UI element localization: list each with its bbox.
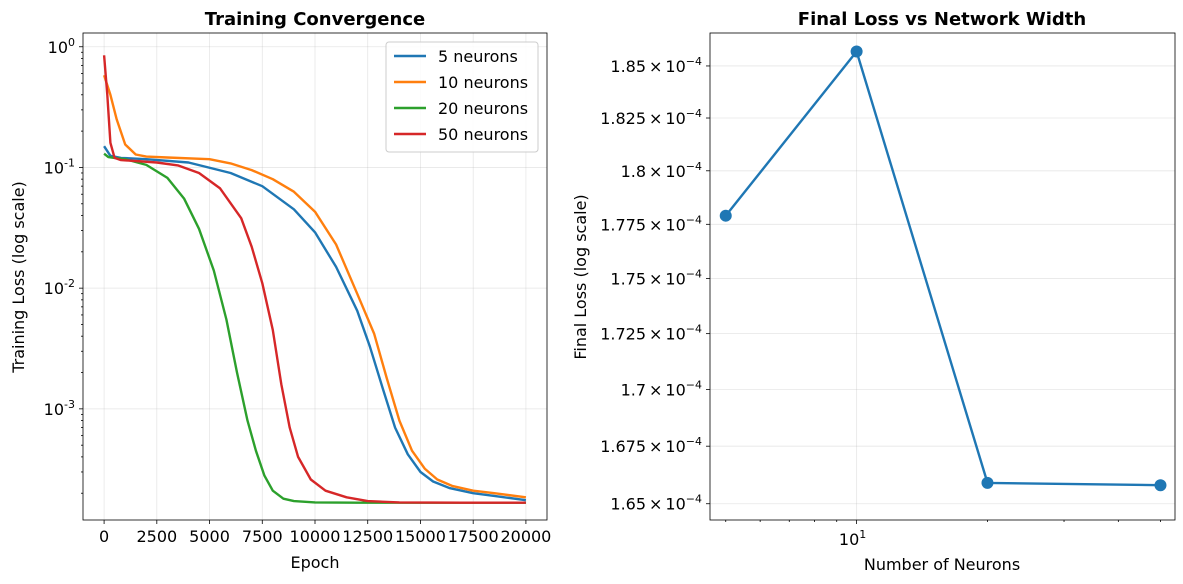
data-point — [719, 209, 732, 222]
legend: 5 neurons 10 neurons 20 neurons 50 neurons — [385, 41, 539, 153]
tick-times: × — [649, 109, 662, 128]
right-y-tick-label: 1.65 × 10−4 — [610, 493, 702, 514]
tick-exponent: -1 — [64, 156, 75, 169]
tick-exponent: −4 — [686, 268, 702, 281]
left-y-tick-label: 10-3 — [44, 398, 75, 419]
left-y-tick-label: 100 — [48, 36, 75, 57]
tick-exponent: −4 — [686, 55, 702, 68]
tick-exponent: −4 — [686, 213, 702, 226]
left-chart-title: Training Convergence — [205, 9, 425, 30]
tick-mantissa: 1.7 — [621, 381, 646, 400]
right-y-tick-label: 1.825 × 10−4 — [600, 107, 702, 128]
tick-mantissa: 1.725 — [600, 325, 646, 344]
left-x-tick-label: 20000 — [500, 527, 551, 546]
tick-exponent: −4 — [686, 323, 702, 336]
left-y-tick-label: 10-2 — [44, 277, 75, 298]
tick-mantissa: 1.825 — [600, 109, 646, 128]
tick-times: × — [649, 495, 662, 514]
tick-base: 10 — [44, 279, 64, 298]
tick-times: × — [649, 162, 662, 181]
right-y-tick-label: 1.725 × 10−4 — [600, 323, 702, 344]
tick-mantissa: 1.675 — [600, 437, 646, 456]
tick-exponent: −4 — [686, 435, 702, 448]
tick-base: 10 — [665, 162, 685, 181]
tick-times: × — [649, 381, 662, 400]
series-line-1 — [102, 74, 527, 499]
left-x-tick-label: 5000 — [189, 527, 230, 546]
tick-base: 10 — [665, 325, 685, 344]
tick-base: 10 — [665, 109, 685, 128]
right-y-tick-label: 1.85 × 10−4 — [610, 55, 702, 76]
tick-times: × — [649, 437, 662, 456]
right-y-tick-label: 1.7 × 10−4 — [621, 379, 702, 400]
tick-base: 10 — [665, 495, 685, 514]
right-chart-title: Final Loss vs Network Width — [798, 9, 1086, 30]
tick-exponent: 0 — [68, 36, 75, 49]
tick-base: 10 — [665, 270, 685, 289]
legend-label-1: 10 neurons — [438, 73, 528, 92]
tick-exponent: -3 — [64, 398, 75, 411]
tick-exponent: −4 — [686, 379, 702, 392]
tick-times: × — [649, 57, 662, 76]
right-y-tick-label: 1.675 × 10−4 — [600, 435, 702, 456]
tick-mantissa: 1.775 — [600, 215, 646, 234]
tick-mantissa: 1.65 — [610, 495, 646, 514]
legend-box — [385, 41, 539, 153]
left-y-axis-label: Training Loss (log scale) — [9, 181, 28, 374]
tick-exponent: 1 — [859, 528, 866, 541]
left-x-tick-label: 10000 — [290, 527, 341, 546]
left-y-tick-label: 10-1 — [44, 156, 75, 177]
tick-mantissa: 1.8 — [621, 162, 646, 181]
left-x-axis-label: Epoch — [291, 553, 340, 572]
left-x-tick-label: 2500 — [136, 527, 177, 546]
left-x-tick-label: 7500 — [242, 527, 283, 546]
data-point — [981, 476, 994, 489]
tick-base: 10 — [44, 158, 64, 177]
tick-mantissa: 1.75 — [610, 270, 646, 289]
series-line-0 — [103, 145, 527, 502]
legend-label-2: 20 neurons — [438, 99, 528, 118]
final-loss-line — [724, 50, 1161, 487]
right-y-tick-label: 1.8 × 10−4 — [621, 160, 702, 181]
tick-times: × — [649, 215, 662, 234]
tick-base: 10 — [665, 437, 685, 456]
tick-exponent: −4 — [686, 107, 702, 120]
tick-times: × — [649, 270, 662, 289]
legend-label-3: 50 neurons — [438, 125, 528, 144]
tick-mantissa: 1.85 — [610, 57, 646, 76]
right-axes-frame — [709, 32, 1176, 521]
tick-base: 10 — [44, 400, 64, 419]
left-x-tick-label: 12500 — [342, 527, 393, 546]
tick-base: 10 — [665, 57, 685, 76]
tick-base: 10 — [48, 38, 68, 57]
left-axes-frame — [82, 32, 548, 521]
legend-label-0: 5 neurons — [438, 47, 518, 66]
tick-exponent: −4 — [686, 493, 702, 506]
tick-times: × — [649, 325, 662, 344]
data-point — [1154, 479, 1167, 492]
series-line-3 — [102, 55, 526, 504]
right-y-axis-label: Final Loss (log scale) — [571, 194, 590, 359]
tick-base: 10 — [665, 215, 685, 234]
left-x-tick-label: 15000 — [395, 527, 446, 546]
right-y-tick-label: 1.75 × 10−4 — [610, 268, 702, 289]
training-convergence-chart: 0 2500 5000 7500 10000 12500 15000 17500 20000 10… — [9, 9, 551, 572]
data-point — [850, 45, 863, 58]
left-x-tick-label: 0 — [99, 527, 109, 546]
tick-exponent: −4 — [686, 160, 702, 173]
right-x-tick-label: 101 — [839, 528, 866, 549]
tick-base: 10 — [839, 530, 859, 549]
tick-exponent: -2 — [64, 277, 75, 290]
tick-base: 10 — [665, 381, 685, 400]
right-y-tick-label: 1.775 × 10−4 — [600, 213, 702, 234]
left-x-tick-label: 17500 — [448, 527, 499, 546]
right-x-axis-label: Number of Neurons — [864, 555, 1020, 574]
